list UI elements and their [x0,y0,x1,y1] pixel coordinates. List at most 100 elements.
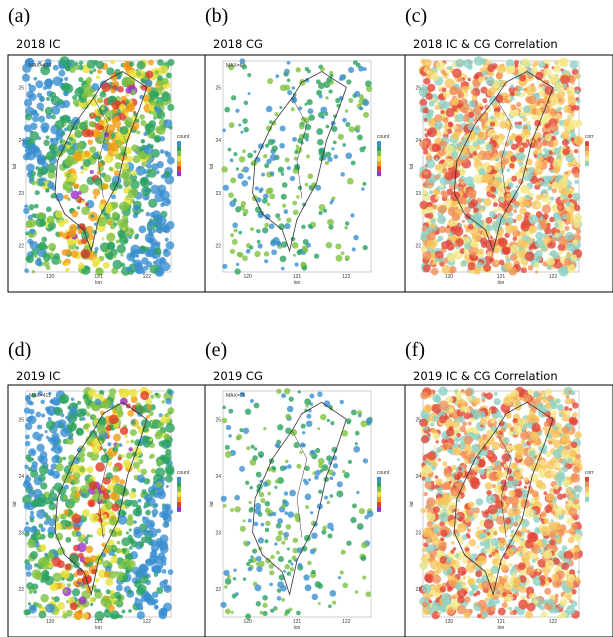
heat-cell [519,106,523,110]
heat-cell [523,143,529,149]
heat-cell [514,201,520,207]
heat-cell [71,210,78,217]
heat-cell [277,424,283,430]
heat-cell [152,509,159,516]
heat-cell [278,167,284,173]
heat-cell [487,88,496,97]
heat-cell [333,140,337,144]
heat-cell [37,212,44,219]
heat-cell [90,535,93,538]
heat-cell [264,539,268,543]
heat-cell [441,110,445,114]
heat-cell [508,140,513,145]
heat-cell [530,86,537,93]
heat-cell [254,447,257,450]
heat-cell [113,466,120,473]
heat-cell [163,226,170,233]
heat-cell [468,189,477,198]
heat-cell [346,540,351,545]
heat-cell [281,393,286,398]
y-tick-label: 23 [215,191,221,197]
heat-cell [441,265,450,274]
heat-cell [84,89,92,97]
heat-cell [364,515,368,519]
heat-cell [569,408,572,411]
heat-cell [510,85,514,89]
legend-swatch [177,141,181,146]
heat-cell [74,611,83,620]
heat-cell [87,452,93,458]
heat-cell [61,82,71,92]
heat-cell [144,246,149,251]
heat-cell [336,255,343,262]
heat-cell [235,109,239,113]
heat-cell [44,520,49,525]
heat-cell [23,208,29,214]
heat-cell [328,89,332,93]
heat-cell [270,555,274,559]
legend-swatch [177,497,181,502]
heat-cell [91,215,94,218]
heat-cell [128,609,132,613]
heat-cell [435,258,439,262]
heat-cell [38,242,46,250]
heat-cell [423,492,427,496]
heat-cell [318,602,321,605]
heat-cell [508,563,513,568]
heat-cell [283,209,288,214]
heat-cell [152,210,161,219]
heat-cell [573,172,579,178]
heat-cell [42,162,48,168]
heat-cell [136,255,139,258]
heat-cell [303,574,309,580]
heat-cell [573,466,580,473]
heat-cell [427,240,437,250]
heat-cell [22,74,30,82]
heat-cell [149,455,152,458]
heat-cell [537,138,541,142]
heat-cell [568,97,577,106]
heat-cell [86,412,90,416]
heat-cell [31,450,34,453]
heat-cell [462,571,466,575]
heat-cell [223,185,229,191]
heat-cell [231,95,236,100]
heat-cell [459,578,463,582]
legend-swatch [377,166,381,171]
heat-cell [511,105,517,111]
heat-cell [565,530,569,534]
heat-cell [429,190,433,194]
heat-cell [105,578,113,586]
heat-cell [318,148,323,153]
heat-cell [314,253,319,258]
heat-cell [109,388,116,395]
heat-cell [518,168,527,177]
heat-cell [243,519,246,522]
heat-cell [472,467,475,470]
heat-cell [41,108,44,111]
heat-cell [86,545,94,553]
heat-cell [136,587,144,595]
heat-cell [121,141,125,145]
heat-cell [76,428,84,436]
heat-cell [363,146,366,149]
heat-cell [39,611,47,619]
heat-cell [247,176,251,180]
heat-cell [574,149,578,153]
heat-cell [428,113,434,119]
heat-cell [523,477,528,482]
heat-cell [533,150,538,155]
heat-cell [279,106,282,109]
heat-cell [80,171,83,174]
heat-cell [454,111,457,114]
heat-cell [135,166,145,176]
heat-cell [525,611,533,619]
heat-cell [542,204,551,213]
heat-cell [550,237,556,243]
heat-cell [363,245,368,250]
heat-cell [107,442,111,446]
heat-cell [161,560,167,566]
heat-cell [165,423,175,433]
heat-cell [474,212,483,221]
heat-cell [134,235,138,239]
